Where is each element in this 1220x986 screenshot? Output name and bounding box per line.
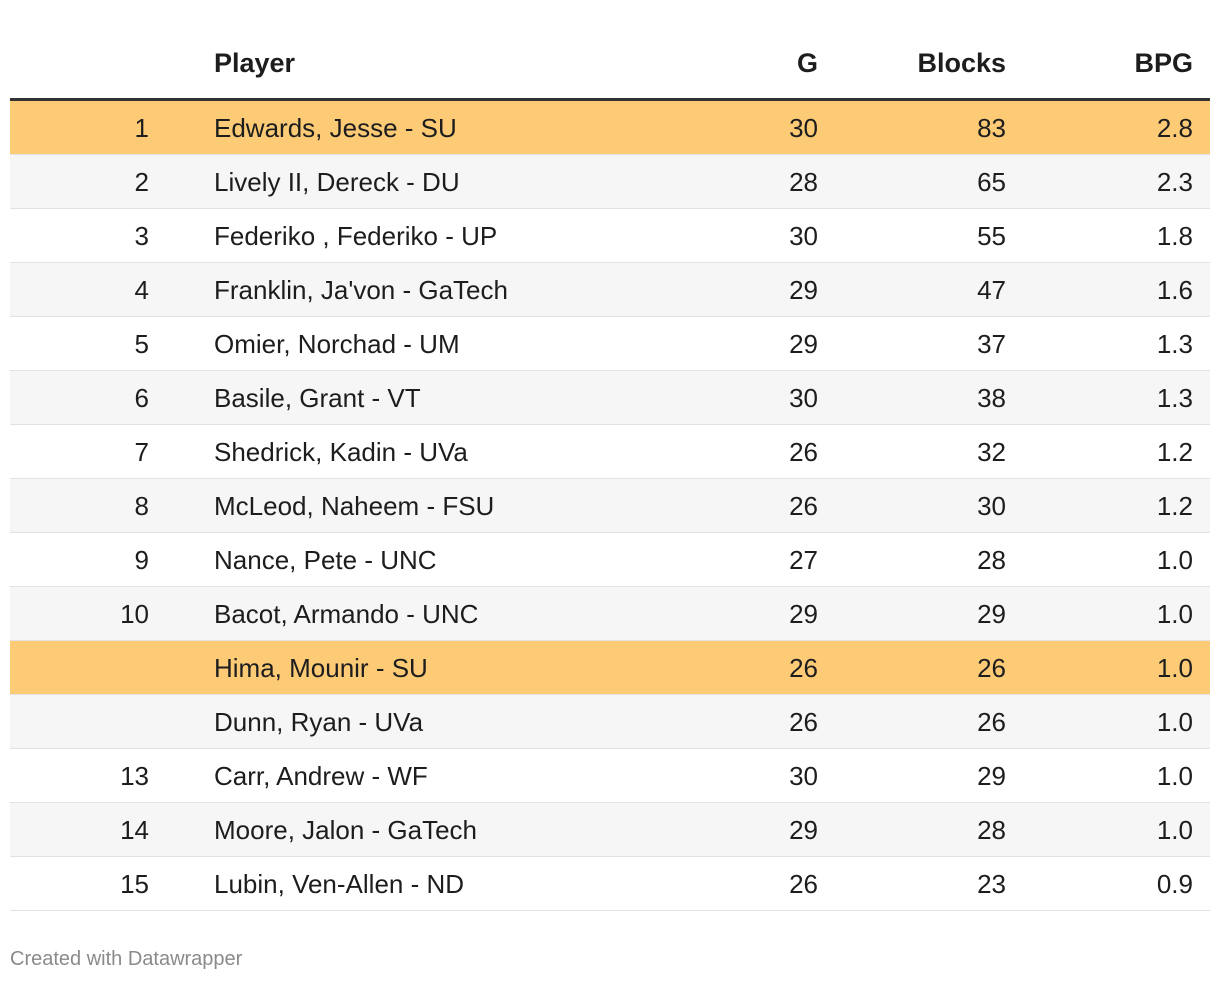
bpg-cell: 1.0	[1156, 653, 1193, 683]
bpg-cell: 1.0	[1156, 761, 1193, 791]
blocks-cell: 38	[977, 383, 1006, 413]
player-cell: Franklin, Ja'von - GaTech	[214, 275, 508, 305]
rank-cell: 15	[120, 869, 149, 899]
bpg-cell: 1.0	[1156, 545, 1193, 575]
player-cell: Edwards, Jesse - SU	[214, 113, 457, 143]
blocks-cell: 26	[977, 653, 1006, 683]
bpg-cell: 1.2	[1156, 491, 1193, 521]
bpg-cell: 1.0	[1156, 599, 1193, 629]
player-cell: Lubin, Ven-Allen - ND	[214, 869, 465, 899]
bpg-cell: 2.3	[1156, 167, 1193, 197]
table-row	[10, 155, 1210, 209]
bpg-cell: 1.3	[1156, 329, 1193, 359]
blocks-cell: 55	[977, 221, 1006, 251]
table-row	[10, 587, 1210, 641]
player-cell: Lively II, Dereck - DU	[214, 167, 460, 197]
rank-cell: 4	[134, 275, 149, 305]
games-cell: 26	[789, 653, 818, 683]
bpg-cell: 1.3	[1156, 383, 1193, 413]
rank-cell: 7	[134, 437, 149, 467]
table-row	[10, 857, 1210, 911]
bpg-cell: 1.0	[1156, 815, 1193, 845]
games-cell: 30	[789, 221, 818, 251]
blocks-cell: 37	[977, 329, 1006, 359]
rank-cell: 1	[134, 113, 149, 143]
blocks-cell: 29	[977, 761, 1006, 791]
bpg-cell: 0.9	[1156, 869, 1193, 899]
column-header: Blocks	[917, 48, 1006, 78]
player-cell: Bacot, Armando - UNC	[214, 599, 479, 629]
rank-cell: 10	[120, 599, 149, 629]
blocks-cell: 26	[977, 707, 1006, 737]
player-cell: Dunn, Ryan - UVa	[214, 707, 424, 737]
player-cell: Nance, Pete - UNC	[214, 545, 437, 575]
table-row	[10, 209, 1210, 263]
blocks-cell: 32	[977, 437, 1006, 467]
rank-cell: 3	[134, 221, 149, 251]
blocks-cell: 47	[977, 275, 1006, 305]
table-row	[10, 749, 1210, 803]
games-cell: 30	[789, 383, 818, 413]
highlighted-row	[10, 101, 1210, 155]
player-cell: Carr, Andrew - WF	[214, 761, 428, 791]
games-cell: 29	[789, 275, 818, 305]
table-row	[10, 317, 1210, 371]
rank-cell: 14	[120, 815, 149, 845]
player-cell: Moore, Jalon - GaTech	[214, 815, 478, 845]
header-rule	[10, 98, 1210, 101]
games-cell: 28	[789, 167, 818, 197]
column-header: Player	[214, 48, 296, 78]
table-row	[10, 533, 1210, 587]
player-cell: Hima, Mounir - SU	[214, 653, 428, 683]
blocks-cell: 29	[977, 599, 1006, 629]
player-cell: McLeod, Naheem - FSU	[214, 491, 495, 521]
rank-cell: 8	[134, 491, 149, 521]
games-cell: 26	[789, 491, 818, 521]
blocks-cell: 28	[977, 815, 1006, 845]
table-row	[10, 479, 1210, 533]
player-cell: Omier, Norchad - UM	[214, 329, 460, 359]
rank-cell: 2	[134, 167, 149, 197]
rank-cell: 5	[134, 329, 149, 359]
table-row	[10, 371, 1210, 425]
games-cell: 29	[789, 599, 818, 629]
table-row	[10, 803, 1210, 857]
games-cell: 29	[789, 329, 818, 359]
games-cell: 26	[789, 869, 818, 899]
table-row	[10, 263, 1210, 317]
bpg-cell: 1.2	[1156, 437, 1193, 467]
games-cell: 27	[789, 545, 818, 575]
table-row	[10, 425, 1210, 479]
blocks-cell: 30	[977, 491, 1006, 521]
games-cell: 26	[789, 437, 818, 467]
rank-cell: 9	[134, 545, 149, 575]
games-cell: 26	[789, 707, 818, 737]
blocks-cell: 83	[977, 113, 1006, 143]
player-cell: Federiko , Federiko - UP	[214, 221, 498, 251]
player-cell: Basile, Grant - VT	[214, 383, 421, 413]
bpg-cell: 1.0	[1156, 707, 1193, 737]
rank-cell: 13	[120, 761, 149, 791]
blocks-cell: 23	[977, 869, 1006, 899]
games-cell: 30	[789, 113, 818, 143]
blocks-cell: 28	[977, 545, 1006, 575]
highlighted-row	[10, 641, 1210, 695]
games-cell: 30	[789, 761, 818, 791]
footer: Created with Datawrapper	[10, 948, 243, 970]
bpg-cell: 1.8	[1156, 221, 1193, 251]
column-header: G	[796, 48, 818, 78]
bpg-cell: 2.8	[1156, 113, 1193, 143]
games-cell: 29	[789, 815, 818, 845]
blocks-cell: 65	[977, 167, 1006, 197]
table-row	[10, 695, 1210, 749]
player-cell: Shedrick, Kadin - UVa	[214, 437, 468, 467]
column-header: BPG	[1134, 48, 1193, 78]
rank-cell: 6	[134, 383, 149, 413]
bpg-cell: 1.6	[1156, 275, 1193, 305]
